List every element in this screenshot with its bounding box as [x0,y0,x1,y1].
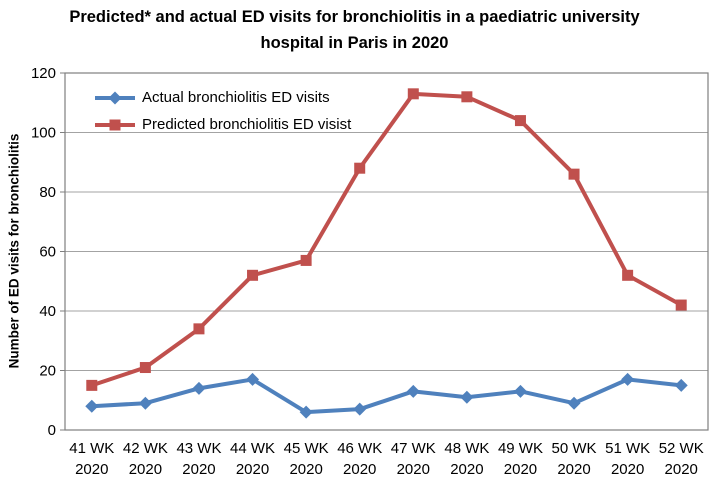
data-point-diamond [299,405,313,419]
data-point-square [461,91,473,103]
legend-label-predicted: Predicted bronchiolitis ED visist [142,116,352,133]
series-line-diamond [89,377,684,415]
x-tick-label-week: 45 WK [284,440,329,457]
y-tick-label: 40 [39,303,56,320]
x-tick-label-year: 2020 [557,461,590,478]
data-point-diamond [138,396,152,410]
data-point-square [300,254,312,266]
legend: Actual bronchiolitis ED visits Predicted… [95,84,351,138]
legend-label-actual: Actual bronchiolitis ED visits [142,89,330,106]
data-point-square [193,323,205,335]
x-tick-label-week: 51 WK [605,440,650,457]
data-point-diamond [406,384,420,398]
y-tick-label: 0 [48,422,56,439]
data-point-diamond [85,399,99,413]
x-tick-label-year: 2020 [182,461,215,478]
x-tick-label-year: 2020 [75,461,108,478]
data-point-diamond [192,381,206,395]
data-point-diamond [567,396,581,410]
x-tick-label-year: 2020 [504,461,537,478]
x-tick-label-week: 50 WK [552,440,597,457]
x-tick-label-week: 43 WK [176,440,221,457]
y-tick-label: 60 [39,244,56,261]
data-point-square [514,115,526,127]
x-tick-label-year: 2020 [665,461,698,478]
chart-title-line2: hospital in Paris in 2020 [260,34,449,52]
x-tick-label-week: 41 WK [69,440,114,457]
x-tick-label-week: 49 WK [498,440,543,457]
x-tick-label-year: 2020 [450,461,483,478]
x-tick-label-year: 2020 [397,461,430,478]
x-tick-label-week: 46 WK [337,440,382,457]
y-tick-label: 100 [31,125,56,142]
y-tick-label: 120 [31,65,56,82]
legend-item-predicted: Predicted bronchiolitis ED visist [95,111,351,138]
data-point-square [675,299,687,311]
data-point-square [139,362,151,374]
legend-marker-square [109,119,121,130]
legend-marker-diamond [108,91,122,104]
x-tick-label-week: 47 WK [391,440,436,457]
data-point-diamond [246,372,260,386]
data-point-diamond [353,402,367,416]
x-tick-label-year: 2020 [343,461,376,478]
data-point-square [568,168,580,180]
data-point-diamond [460,390,474,404]
x-tick-label-week: 52 WK [659,440,704,457]
x-tick-label-week: 42 WK [123,440,168,457]
plot-border [64,72,709,431]
y-tick-label: 80 [39,184,56,201]
data-point-square [407,88,419,100]
chart-title-line1: Predicted* and actual ED visits for bron… [69,8,640,26]
data-point-square [247,269,259,281]
legend-swatch-diamond-icon [95,91,135,104]
x-tick-label-year: 2020 [611,461,644,478]
legend-swatch-square-icon [95,119,135,130]
y-tick-label: 20 [39,363,56,380]
x-tick-label-year: 2020 [129,461,162,478]
data-point-square [622,269,634,281]
x-tick-label-week: 44 WK [230,440,275,457]
data-point-diamond [513,384,527,398]
data-point-square [354,162,366,174]
series-line-square [89,91,684,388]
x-tick-label-year: 2020 [236,461,269,478]
x-tick-label-year: 2020 [289,461,322,478]
data-point-diamond [674,378,688,392]
x-tick-label-week: 48 WK [444,440,489,457]
data-point-square [86,379,98,391]
chart-title: Predicted* and actual ED visits for bron… [0,4,709,56]
legend-item-actual: Actual bronchiolitis ED visits [95,84,351,111]
data-point-diamond [621,372,635,386]
